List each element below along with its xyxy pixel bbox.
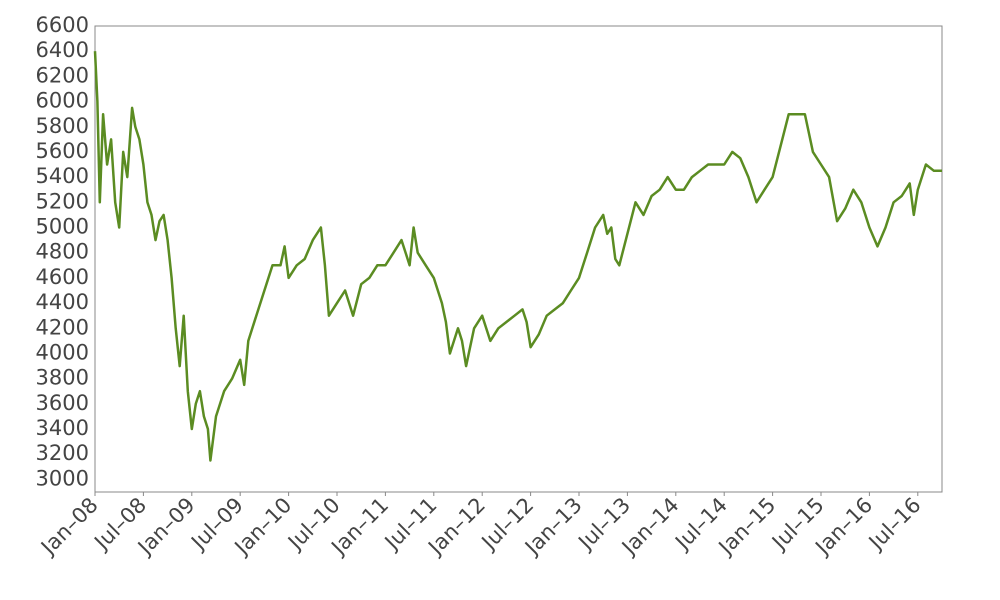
- y-tick-label: 6400: [36, 38, 89, 62]
- y-tick-label: 5200: [36, 189, 89, 213]
- y-tick-label: 4600: [36, 265, 89, 289]
- y-tick-label: 6000: [36, 89, 89, 113]
- price-line: [93, 51, 942, 462]
- plot-frame: [94, 25, 943, 493]
- y-tick-label: 4000: [36, 340, 89, 364]
- y-tick-label: 3000: [36, 466, 89, 490]
- y-tick-label: 5600: [36, 139, 89, 163]
- y-tick-label: 4400: [36, 290, 89, 314]
- y-tick-label: 6200: [36, 63, 89, 87]
- y-tick-label: 3600: [36, 391, 89, 415]
- x-tick-label: Jan–08: [35, 493, 103, 561]
- y-tick-label: 3200: [36, 441, 89, 465]
- x-tick-label: Jul–16: [863, 493, 926, 556]
- y-tick-label: 5400: [36, 164, 89, 188]
- y-tick-label: 6600: [36, 13, 89, 37]
- y-tick-label: 4800: [36, 240, 89, 264]
- y-tick-label: 5800: [36, 114, 89, 138]
- y-tick-label: 3400: [36, 416, 89, 440]
- y-tick-label: 5000: [36, 215, 89, 239]
- y-tick-label: 4200: [36, 315, 89, 339]
- y-tick-label: 3800: [36, 366, 89, 390]
